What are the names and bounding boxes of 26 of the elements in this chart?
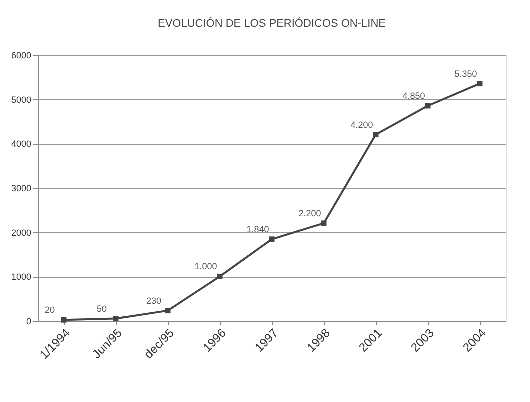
y-tick-label: 4000 <box>11 139 32 150</box>
y-tick-label: 6000 <box>11 50 32 60</box>
data-label: 2.200 <box>298 208 322 218</box>
y-tick-label: 3000 <box>11 184 32 194</box>
y-tick-label: 2000 <box>11 228 32 238</box>
data-label: 1.000 <box>194 262 218 272</box>
data-label: 4.200 <box>350 120 374 130</box>
y-tick-label: 5000 <box>11 94 32 105</box>
point <box>269 236 275 242</box>
data-label: 230 <box>146 296 162 306</box>
point <box>373 132 379 138</box>
point <box>165 308 171 314</box>
point <box>217 274 223 280</box>
point <box>477 81 483 87</box>
chart-title: EVOLUCIÓN DE LOS PERIÓDICOS ON-LINE <box>158 17 386 30</box>
point <box>321 220 327 226</box>
y-tick-label: 0 <box>26 316 32 326</box>
data-label: 5.350 <box>454 68 478 79</box>
point <box>425 103 431 109</box>
point <box>61 317 67 323</box>
data-label: 1.840 <box>246 224 270 234</box>
y-tick-label: 1000 <box>11 272 32 282</box>
data-label: 4.850 <box>402 90 426 101</box>
point <box>113 316 119 322</box>
data-label: 50 <box>96 304 108 314</box>
data-label: 20 <box>44 305 56 316</box>
